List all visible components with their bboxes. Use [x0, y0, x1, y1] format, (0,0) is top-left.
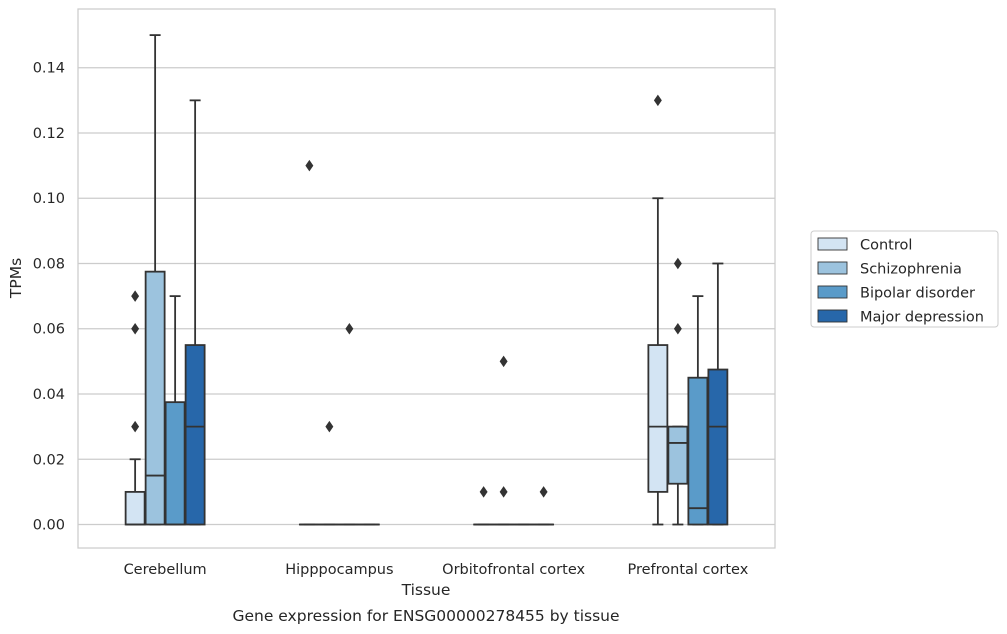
outlier-point — [131, 420, 140, 433]
box-control — [473, 486, 495, 526]
chart-caption: Gene expression for ENSG00000278455 by t… — [232, 607, 619, 625]
legend-swatch — [817, 309, 848, 323]
outlier-point — [131, 323, 140, 335]
box-major-depression — [184, 99, 206, 526]
y-tick-label: 0.08 — [33, 256, 65, 272]
box-control — [124, 290, 146, 526]
legend-frame — [810, 230, 999, 328]
box-body — [667, 425, 689, 485]
outlier-point — [479, 486, 488, 498]
box-body — [184, 344, 206, 526]
outlier-point — [673, 323, 682, 335]
y-tick-label: 0.06 — [33, 322, 65, 338]
outlier-point — [539, 486, 548, 498]
legend-label: Control — [860, 238, 912, 254]
outlier-point — [673, 257, 682, 270]
x-tick-labels: Cerebellum Hipppocampus Orbitofrontal cort… — [124, 562, 749, 578]
x-axis-label: Tissue — [401, 581, 451, 599]
box-schizophrenia — [144, 34, 166, 526]
outlier-point — [325, 420, 334, 433]
box-bipolar-disorder — [338, 323, 360, 526]
box-major-depression — [707, 262, 729, 526]
outlier-point — [305, 159, 314, 172]
x-tick-label: Hipppocampus — [285, 562, 393, 578]
y-tick-label: 0.04 — [33, 387, 65, 403]
legend-swatch — [817, 237, 848, 251]
box-body — [164, 401, 186, 526]
legend-label: Major depression — [860, 310, 984, 326]
outlier-point — [653, 94, 662, 107]
y-axis-label: TPMs — [7, 258, 25, 299]
legend-swatch — [817, 285, 848, 299]
box-body — [707, 368, 729, 526]
box-schizophrenia — [667, 257, 689, 526]
legend-items: Control Schizophrenia Bipolar disorder Majo… — [817, 237, 984, 326]
boxes — [124, 34, 729, 526]
box-control — [647, 94, 669, 526]
plot-frame — [77, 8, 776, 549]
outlier-point — [345, 323, 354, 335]
box-schizophrenia — [493, 355, 515, 526]
box-body — [687, 376, 709, 526]
outlier-point — [131, 290, 140, 302]
outlier-point — [499, 486, 508, 498]
box-bipolar-disorder — [687, 295, 709, 526]
legend-swatch — [817, 261, 848, 275]
box-major-depression — [533, 486, 555, 526]
y-tick-label: 0.00 — [33, 518, 65, 534]
legend-label: Bipolar disorder — [860, 286, 975, 302]
box-control — [298, 159, 320, 526]
y-tick-label: 0.02 — [33, 452, 65, 468]
outlier-point — [499, 355, 508, 368]
y-tick-label: 0.14 — [33, 61, 65, 77]
y-tick-labels: 0.00 0.02 0.04 0.06 0.08 0.10 0.12 0.14 — [33, 61, 65, 534]
y-tick-label: 0.10 — [33, 191, 65, 207]
box-body — [124, 490, 146, 526]
legend-label: Schizophrenia — [860, 262, 962, 278]
x-tick-label: Orbitofrontal cortex — [442, 562, 585, 578]
box-bipolar-disorder — [164, 295, 186, 526]
legend: Control Schizophrenia Bipolar disorder Majo… — [810, 230, 999, 328]
y-tick-label: 0.12 — [33, 126, 65, 142]
x-tick-label: Cerebellum — [124, 562, 207, 578]
box-body — [144, 270, 166, 526]
x-tick-label: Prefrontal cortex — [627, 562, 748, 578]
box-body — [647, 344, 669, 493]
box-schizophrenia — [318, 420, 340, 526]
